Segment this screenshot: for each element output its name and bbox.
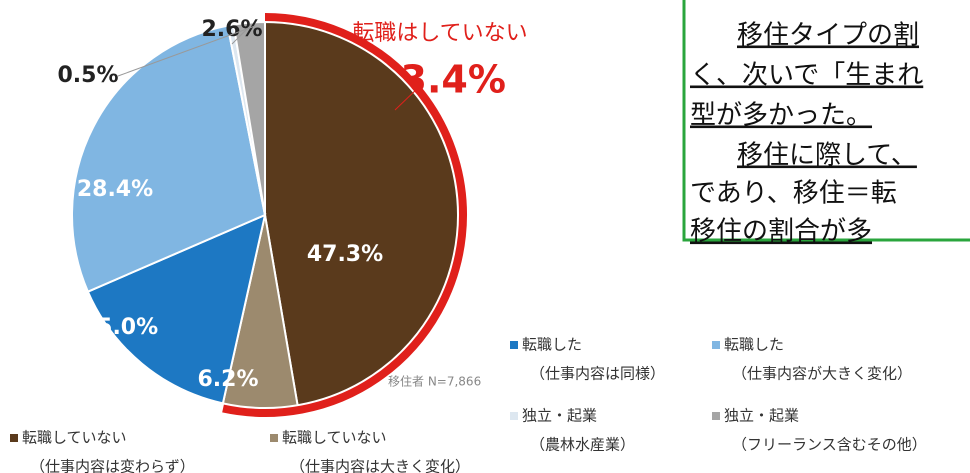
data-label: 15.0% [82, 315, 158, 340]
legend-swatch [510, 341, 518, 349]
legend-swatch [712, 412, 720, 420]
pie-slice [264, 20, 459, 407]
annotation-arc [222, 13, 467, 417]
legend-label: 転職していない [22, 429, 127, 447]
legend-label: 独立・起業 [522, 407, 597, 425]
data-label: 0.5% [57, 63, 118, 88]
legend-note: （フリーランス含むその他） [732, 436, 927, 454]
text-line: 移住の割合が多 [690, 217, 872, 247]
legend-swatch [270, 434, 278, 442]
legend-note: （仕事内容は大きく変化） [290, 458, 470, 473]
data-label: 47.3% [307, 242, 383, 267]
label-leader [231, 25, 251, 45]
pie-slice [71, 24, 267, 293]
text-line: 型が多かった。 [690, 101, 872, 131]
pie-slice [232, 20, 266, 216]
text-line: であり、移住＝転 [690, 179, 897, 209]
legend-note: （農林水産業） [530, 436, 635, 454]
data-label: 2.6% [201, 17, 262, 42]
data-label: 28.4% [77, 177, 153, 202]
legend-swatch [510, 412, 518, 420]
legend-label: 転職していない [282, 429, 387, 447]
legend-swatch [10, 434, 18, 442]
annotation-label: 転職はしていない [352, 21, 527, 46]
legend-note: （仕事内容は変わらず） [30, 458, 195, 473]
annotation-leader [394, 85, 421, 111]
note: 移住者 N=7,866 [388, 375, 481, 389]
legend-note: （仕事内容は同様） [530, 365, 665, 383]
text-box [682, 0, 970, 242]
legend-label: 転職した [522, 336, 582, 354]
legend-label: 転職した [724, 336, 784, 354]
pie-slice [86, 213, 267, 405]
legend-swatch [712, 341, 720, 349]
text-line: 移住に際して、 [737, 141, 917, 171]
data-label: 6.2% [197, 367, 258, 392]
label-leader [117, 25, 256, 77]
legend-note: （仕事内容が大きく変化） [732, 365, 912, 383]
text-line: 移住タイプの割 [737, 21, 919, 51]
text-line: く、次いで「生まれ [690, 61, 923, 91]
legend-label: 独立・起業 [724, 407, 799, 425]
